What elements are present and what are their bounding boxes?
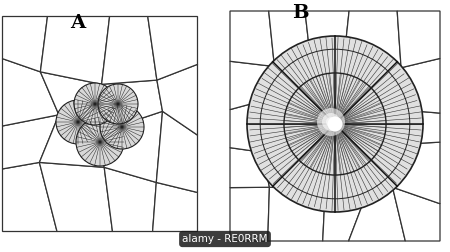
Polygon shape	[230, 96, 279, 152]
Polygon shape	[230, 61, 279, 110]
Polygon shape	[323, 190, 362, 241]
Circle shape	[327, 116, 343, 132]
Polygon shape	[306, 49, 355, 114]
Polygon shape	[40, 72, 102, 133]
Polygon shape	[262, 96, 306, 152]
Text: B: B	[292, 4, 308, 22]
Polygon shape	[230, 11, 274, 67]
Circle shape	[56, 100, 100, 144]
Polygon shape	[230, 148, 270, 188]
Circle shape	[322, 113, 340, 131]
Circle shape	[326, 117, 336, 127]
Polygon shape	[230, 187, 270, 241]
Text: alamy - RE0RRM: alamy - RE0RRM	[182, 234, 268, 244]
Polygon shape	[156, 111, 198, 193]
Polygon shape	[3, 59, 59, 126]
Polygon shape	[306, 107, 355, 162]
Polygon shape	[349, 187, 405, 241]
Polygon shape	[397, 11, 440, 68]
Polygon shape	[153, 182, 198, 232]
Polygon shape	[262, 139, 325, 190]
Polygon shape	[99, 80, 162, 133]
Polygon shape	[305, 11, 349, 60]
Circle shape	[100, 105, 144, 149]
Polygon shape	[274, 60, 310, 107]
Circle shape	[247, 36, 423, 212]
Polygon shape	[396, 111, 440, 145]
Polygon shape	[269, 11, 310, 67]
Polygon shape	[306, 139, 362, 206]
Polygon shape	[3, 16, 47, 72]
Polygon shape	[148, 16, 198, 80]
Circle shape	[317, 108, 345, 136]
Polygon shape	[401, 58, 440, 113]
Polygon shape	[3, 115, 59, 169]
Polygon shape	[345, 11, 401, 68]
Circle shape	[74, 83, 116, 125]
Circle shape	[76, 118, 124, 166]
Polygon shape	[392, 187, 440, 241]
Polygon shape	[392, 142, 440, 204]
Polygon shape	[3, 162, 57, 232]
Polygon shape	[104, 167, 156, 232]
Polygon shape	[354, 145, 396, 206]
Polygon shape	[40, 16, 110, 84]
Polygon shape	[40, 162, 112, 232]
Polygon shape	[157, 64, 198, 135]
Polygon shape	[354, 111, 409, 162]
Polygon shape	[40, 115, 104, 167]
Text: A: A	[71, 14, 86, 32]
Polygon shape	[102, 16, 157, 84]
Polygon shape	[345, 49, 409, 114]
Polygon shape	[99, 111, 162, 182]
Polygon shape	[268, 187, 325, 241]
Circle shape	[98, 84, 138, 124]
